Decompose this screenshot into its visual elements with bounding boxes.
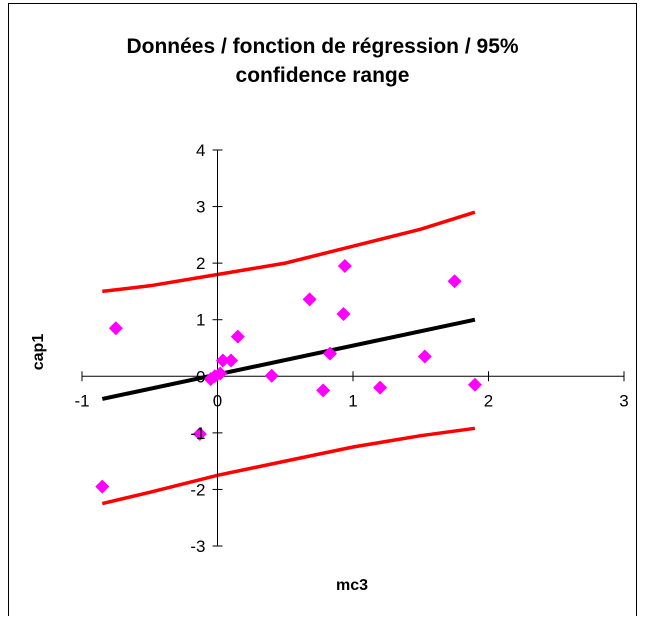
data-point [417, 349, 432, 364]
chart-title-line-2: confidence range [235, 64, 410, 87]
upper-confidence-line [102, 210, 476, 294]
data-point [230, 329, 245, 344]
y-tick-label: 1 [196, 311, 205, 330]
axes [81, 149, 625, 547]
data-point [215, 353, 230, 368]
x-axis-title: mc3 [336, 577, 368, 594]
tick-labels: -1 0 1 2 3 -3 -2 -1 0 1 2 3 4 [74, 141, 628, 556]
data-point [467, 377, 482, 392]
y-tick-label: 4 [196, 141, 205, 160]
data-point [337, 258, 352, 273]
regression-layer [101, 317, 476, 401]
confidence-bands [101, 210, 476, 506]
x-tick-label: -1 [74, 391, 89, 410]
y-tick-label: -3 [190, 537, 205, 556]
x-tick-label: 1 [348, 391, 357, 410]
x-tick-label: 0 [213, 391, 222, 410]
x-tick-label: 2 [484, 391, 493, 410]
data-point [373, 380, 388, 395]
regression-line [101, 317, 476, 401]
data-point [192, 426, 207, 441]
data-points [95, 258, 482, 494]
y-tick-label: 3 [196, 198, 205, 217]
y-tick-label: 2 [196, 254, 205, 273]
data-point [302, 292, 317, 307]
data-point [322, 346, 337, 361]
chart-title: Données / fonction de régression / 95% c… [0, 32, 645, 90]
data-point [336, 307, 351, 322]
y-tick-label: 0 [196, 367, 205, 386]
lower-confidence-line [101, 426, 476, 506]
chart-title-line-1: Données / fonction de régression / 95% [126, 35, 519, 58]
x-tick-label: 3 [619, 391, 628, 410]
data-point [224, 353, 239, 368]
data-point [264, 368, 279, 383]
data-point [447, 274, 462, 289]
data-point [95, 479, 110, 494]
chart-frame [8, 3, 637, 616]
y-tick-label: -2 [190, 480, 205, 499]
data-point [213, 366, 228, 381]
y-tick-label: -1 [190, 424, 205, 443]
data-point [108, 321, 123, 336]
data-point [316, 383, 331, 398]
y-axis-title: cap1 [30, 334, 47, 371]
